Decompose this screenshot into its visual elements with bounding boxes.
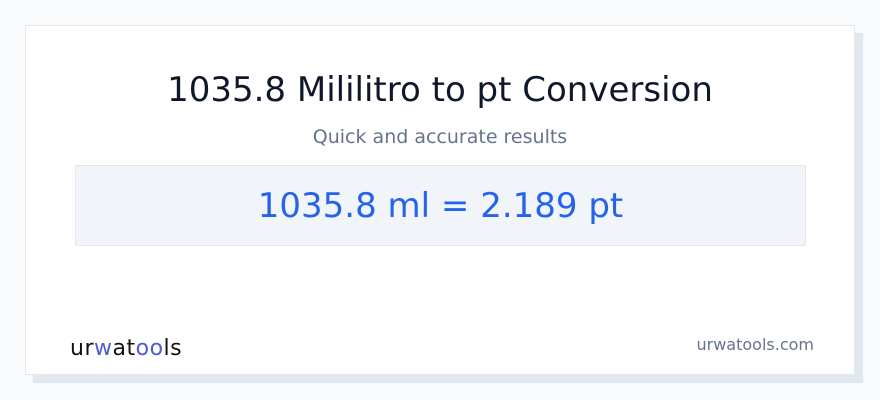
- logo-part: ls: [163, 336, 183, 361]
- urwatools-logo: urwatools: [70, 336, 182, 361]
- conversion-result: 1035.8 ml = 2.189 pt: [75, 165, 806, 246]
- site-url: urwatools.com: [696, 335, 815, 354]
- page-title: 1035.8 Mililitro to pt Conversion: [167, 70, 713, 110]
- subtitle: Quick and accurate results: [312, 126, 568, 148]
- logo-part: w: [94, 336, 113, 361]
- logo-part: ur: [70, 336, 94, 361]
- logo-part: oo: [135, 336, 164, 361]
- logo-part: at: [112, 336, 136, 361]
- conversion-card: 1035.8 Mililitro to pt Conversion Quick …: [25, 25, 855, 375]
